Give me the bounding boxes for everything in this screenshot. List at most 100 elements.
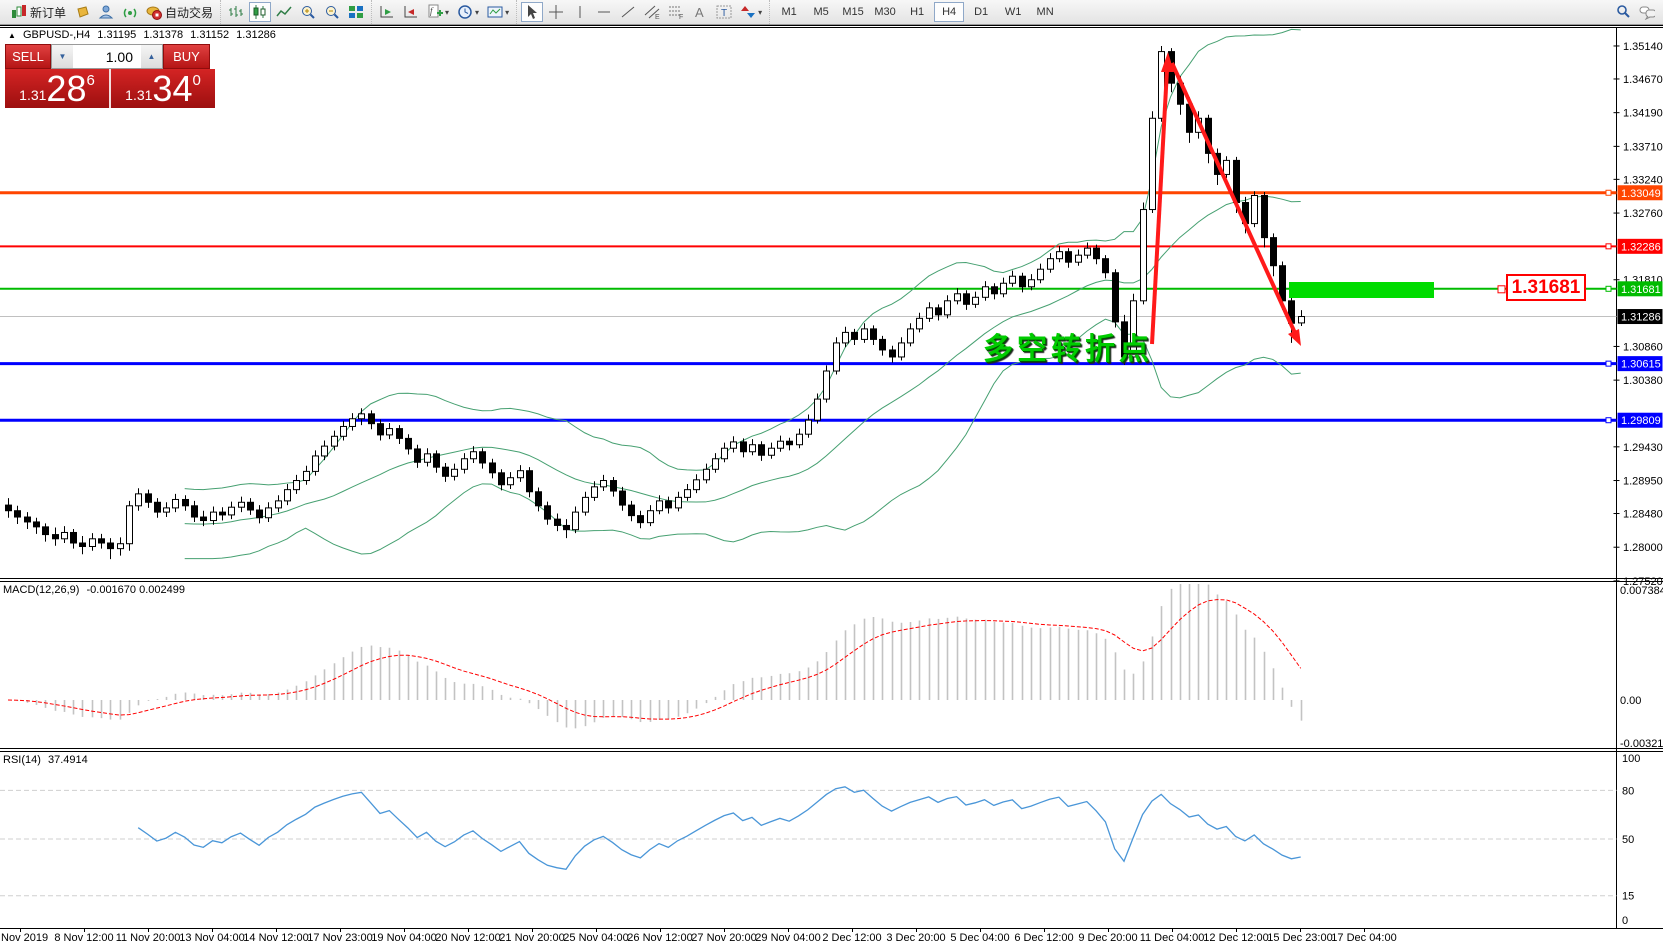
svg-text:1.32286: 1.32286	[1621, 241, 1661, 253]
tile-windows-button[interactable]	[345, 2, 367, 22]
macd-scale-max: 0.007384	[1620, 585, 1663, 597]
price-tick-label: 1.27520	[1623, 576, 1663, 588]
price-tick-label: 1.29430	[1623, 442, 1663, 454]
price-tick-label: 1.28000	[1623, 542, 1663, 554]
price-tick-label: 1.34670	[1623, 74, 1663, 86]
price-tick-label: 1.28480	[1623, 509, 1663, 521]
text-button[interactable]: A	[689, 2, 711, 22]
autotrading-button[interactable]: 自动交易	[143, 2, 216, 22]
user-annotations[interactable]	[1150, 52, 1506, 346]
arrows-button[interactable]: ▾	[737, 2, 765, 22]
timeframe-w1[interactable]: W1	[1004, 6, 1022, 18]
fibonacci-icon: F	[668, 4, 684, 20]
volume-input[interactable]	[73, 45, 141, 68]
timeframe-h4[interactable]: H4	[934, 2, 965, 22]
volume-decrease-button[interactable]: ▼	[52, 45, 73, 68]
gold-ingot-icon	[74, 4, 90, 20]
line-chart-button[interactable]	[273, 2, 295, 22]
periods-caret-icon[interactable]: ▾	[475, 7, 480, 17]
search-button[interactable]	[1612, 2, 1634, 22]
timeframe-m15[interactable]: M15	[842, 6, 864, 18]
svg-text:1.33049: 1.33049	[1621, 188, 1661, 200]
line-chart-icon	[276, 4, 292, 20]
date-label: 6 Dec 12:00	[1014, 932, 1073, 944]
auto-scroll-icon	[379, 4, 395, 20]
signals-button[interactable]	[119, 2, 141, 22]
horizontal-level-lines[interactable]: 1.33049 1.32286 1.31681 1.30615 1.29809	[0, 185, 1663, 428]
price-divider	[109, 69, 111, 108]
crosshair-button[interactable]	[545, 2, 567, 22]
indicators-caret-icon[interactable]: ▾	[445, 7, 450, 17]
sell-button[interactable]: SELL	[5, 44, 51, 69]
zoom-in-icon	[300, 4, 316, 20]
chat-icon	[1639, 4, 1655, 20]
svg-text:1.29809: 1.29809	[1621, 415, 1661, 427]
high-value: 1.31378	[143, 29, 184, 41]
date-label: 13 Nov 04:00	[179, 932, 244, 944]
equidistant-channel-button[interactable]: E	[641, 2, 663, 22]
date-label: 11 Dec 04:00	[1140, 932, 1205, 944]
text-label-button[interactable]: T	[713, 2, 735, 22]
cursor-button[interactable]	[521, 2, 544, 22]
turning-point-annotation[interactable]: 多空转折点	[983, 333, 1153, 366]
price-scale[interactable]: 1.35140 1.34670 1.34190 1.33710 1.33240 1.327…	[1613, 41, 1663, 588]
new-order-button[interactable]: 新订单	[8, 2, 69, 22]
periods-button[interactable]: ▾	[454, 2, 482, 22]
horizontal-line-button[interactable]	[593, 2, 615, 22]
candlestick-chart-button[interactable]	[249, 2, 272, 22]
svg-text:T: T	[721, 8, 727, 19]
svg-text:1.31286: 1.31286	[1621, 312, 1661, 324]
horizontal-line-icon	[596, 4, 612, 20]
buy-button[interactable]: BUY	[163, 44, 210, 69]
svg-text:f: f	[430, 6, 434, 16]
callout-anchor-marker	[1497, 285, 1506, 294]
macd-scale-min: -0.003215	[1620, 738, 1663, 750]
indicators-button[interactable]: f ▾	[424, 2, 452, 22]
timeframe-m1[interactable]: M1	[781, 6, 797, 18]
date-label: 19 Nov 04:00	[371, 932, 436, 944]
bar-chart-button[interactable]	[225, 2, 247, 22]
autotrading-icon	[146, 4, 163, 20]
symbol-expander-icon[interactable]: ▲	[8, 31, 16, 40]
timeframe-d1[interactable]: D1	[974, 6, 989, 18]
chat-button[interactable]	[1636, 2, 1658, 22]
tile-windows-icon	[348, 4, 364, 20]
chart-shift-button[interactable]	[400, 2, 422, 22]
trendline-button[interactable]	[617, 2, 639, 22]
templates-caret-icon[interactable]: ▾	[505, 7, 510, 17]
date-label: 8 Nov 12:00	[54, 932, 113, 944]
vertical-line-button[interactable]	[569, 2, 591, 22]
date-label: 25 Nov 04:00	[563, 932, 628, 944]
auto-scroll-button[interactable]	[376, 2, 398, 22]
timeframe-mn[interactable]: MN	[1036, 6, 1054, 18]
date-label: 14 Nov 12:00	[243, 932, 308, 944]
sell-price[interactable]: 1.31 28 6	[5, 69, 109, 108]
arrows-caret-icon[interactable]: ▾	[758, 7, 763, 17]
rsi-value: 37.4914	[47, 754, 88, 766]
timeframe-h1[interactable]: H1	[910, 6, 925, 18]
customer-service-button[interactable]	[95, 2, 117, 22]
vertical-line-icon	[572, 4, 588, 20]
timeframe-m5[interactable]: M5	[813, 6, 829, 18]
bar-chart-icon	[228, 4, 244, 20]
timeframe-m30[interactable]: M30	[874, 6, 896, 18]
buy-price[interactable]: 1.31 34 0	[111, 69, 215, 108]
sell-price-sup: 6	[86, 72, 95, 89]
zoom-out-button[interactable]	[321, 2, 343, 22]
rsi-level-label: 0	[1622, 915, 1628, 927]
macd-title: MACD(12,26,9)	[3, 584, 80, 596]
fibonacci-button[interactable]: F	[665, 2, 687, 22]
price-tick-label: 1.35140	[1623, 41, 1663, 53]
price-callout-box[interactable]: 1.31681	[1506, 274, 1586, 301]
zoom-in-button[interactable]	[297, 2, 319, 22]
price-tick-label: 1.28950	[1623, 476, 1663, 488]
close-value: 1.31286	[236, 29, 276, 41]
templates-button[interactable]: ▾	[484, 2, 512, 22]
up-arrow-line	[1150, 69, 1169, 345]
gold-ingot-button[interactable]	[71, 2, 93, 22]
volume-increase-button[interactable]: ▲	[141, 45, 162, 68]
text-icon: A	[692, 4, 708, 20]
